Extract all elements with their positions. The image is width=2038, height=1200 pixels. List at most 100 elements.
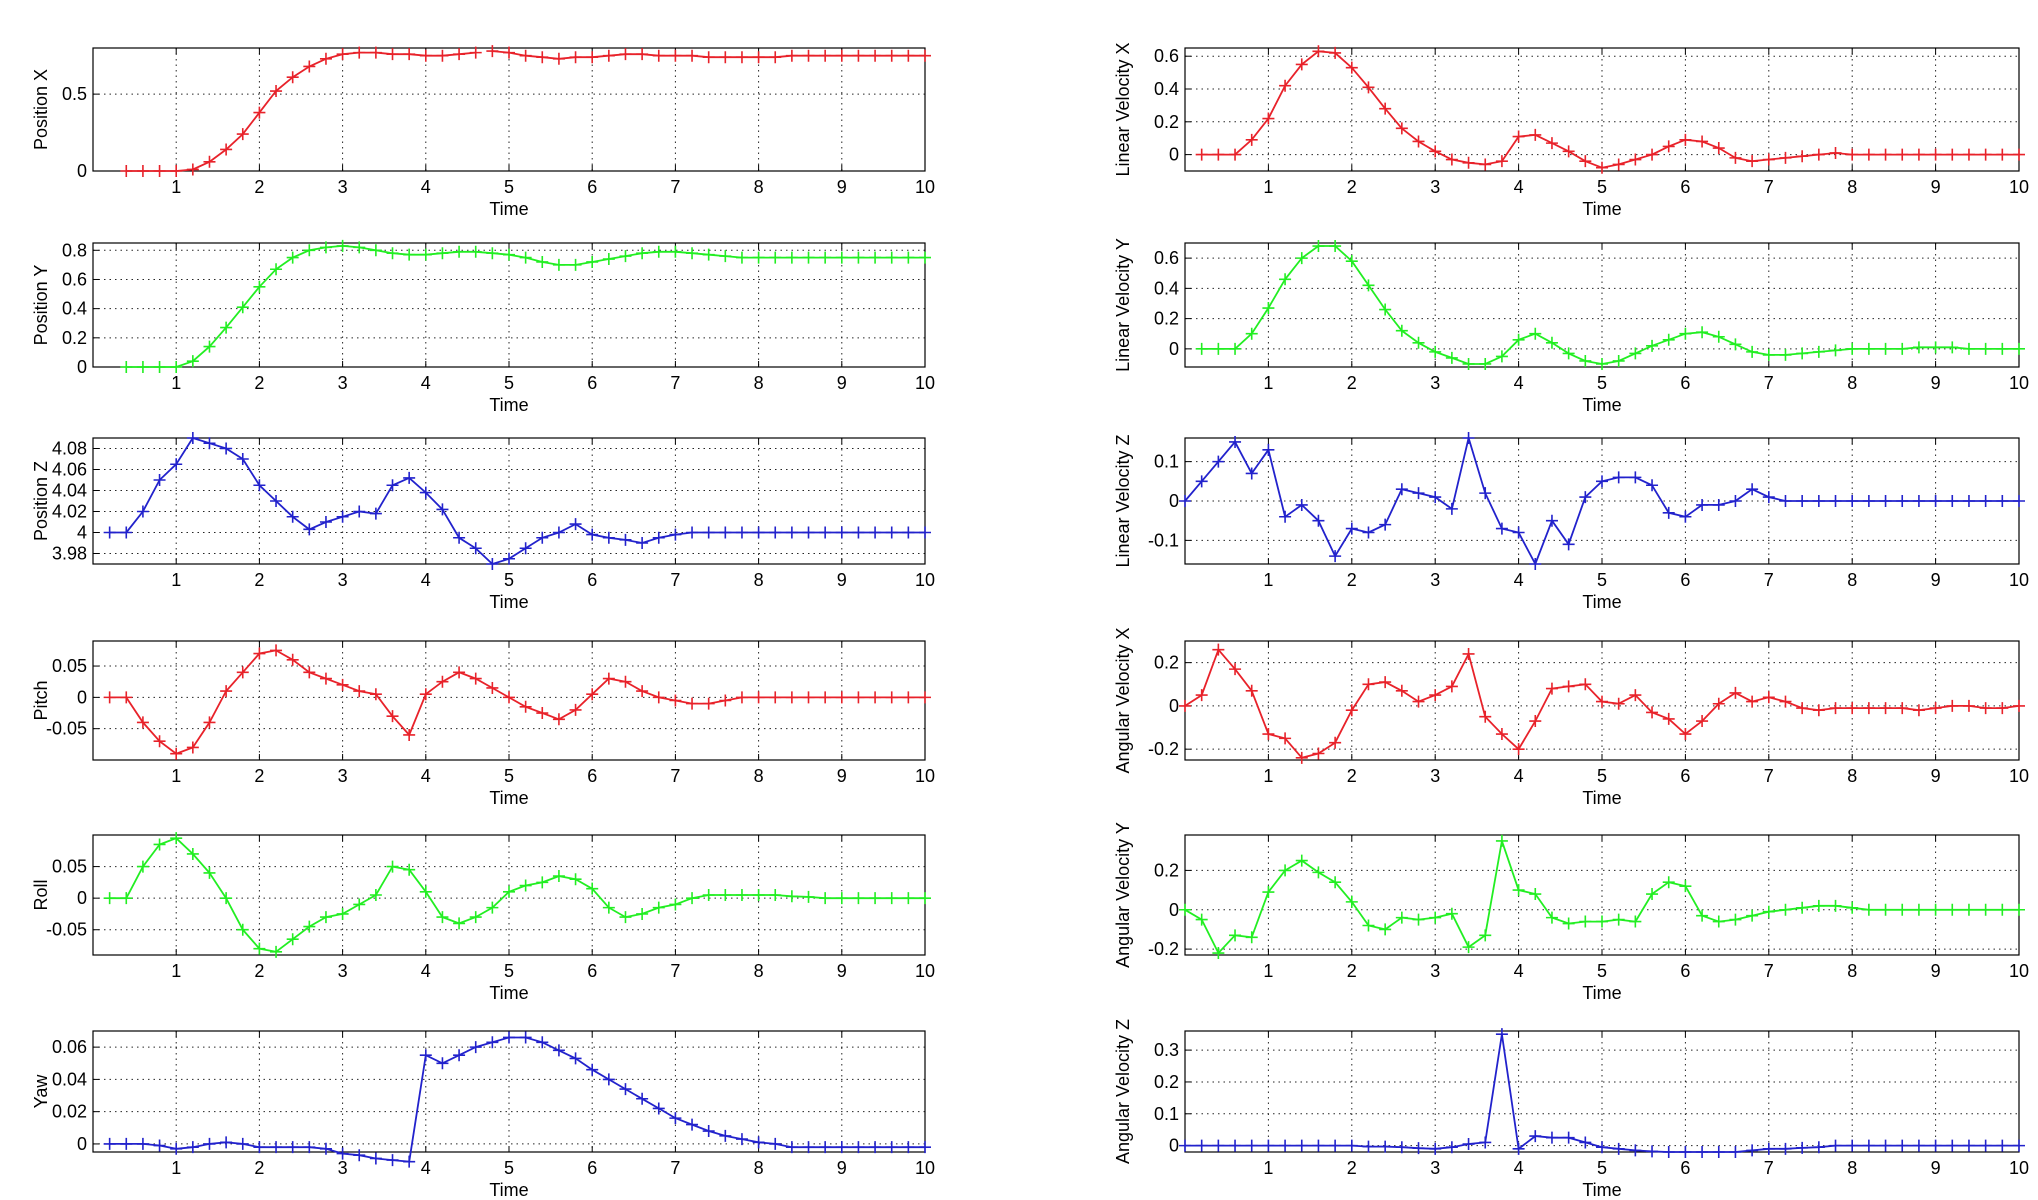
chart-3-point-11 xyxy=(303,244,316,257)
chart-4-xtick-label-7: 7 xyxy=(1764,373,1774,393)
chart-12-point-49 xyxy=(1996,1139,2009,1152)
chart-7-point-8 xyxy=(236,666,249,679)
chart-12-point-34 xyxy=(1746,1144,1759,1157)
chart-4-point-48 xyxy=(1996,342,2009,355)
chart-3-point-0 xyxy=(120,361,133,373)
chart-6-series-line xyxy=(1184,434,2019,567)
chart-7-xtick-label-7: 7 xyxy=(670,766,680,786)
chart-1-xtick-label-3: 3 xyxy=(338,177,348,197)
chart-3-xtick-label-3: 3 xyxy=(338,373,348,393)
chart-6-xtick-label-7: 7 xyxy=(1764,570,1774,590)
chart-5-point-30 xyxy=(602,531,615,544)
chart-9-point-1 xyxy=(120,892,133,905)
chart-5-xlabel: Time xyxy=(489,592,528,612)
chart-12-point-47 xyxy=(1962,1139,1975,1152)
chart-6-point-40 xyxy=(1846,495,1859,507)
chart-5-xtick-label-7: 7 xyxy=(670,570,680,590)
chart-4-ytick-label-2: 0.4 xyxy=(1154,278,1179,298)
chart-9-point-7 xyxy=(220,892,233,905)
chart-8: 1 2 3 4 5 6 7 8 9 10 -0.2 0 0.2 Time Angular Velocity … xyxy=(1113,627,2029,808)
chart-9-point-44 xyxy=(835,892,848,905)
chart-5-point-9 xyxy=(253,479,266,492)
chart-3-point-16 xyxy=(386,247,399,260)
chart-4-xtick-label-6: 6 xyxy=(1680,373,1690,393)
chart-5-point-36 xyxy=(702,526,715,539)
chart-5-point-38 xyxy=(735,526,748,539)
chart-4-point-24 xyxy=(1596,357,1608,370)
chart-11-point-5 xyxy=(186,1141,199,1154)
chart-9-point-37 xyxy=(719,889,732,901)
chart-10-point-27 xyxy=(1629,915,1642,928)
chart-11-xtick-label-1: 1 xyxy=(171,1158,181,1178)
chart-10-point-16 xyxy=(1445,907,1458,920)
chart-5-point-23 xyxy=(486,558,499,570)
chart-7-point-2 xyxy=(136,716,149,729)
chart-7-ytick-label-0: -0.05 xyxy=(46,719,87,739)
chart-8-point-32 xyxy=(1712,697,1725,710)
chart-12-point-28 xyxy=(1646,1145,1659,1158)
chart-8-point-15 xyxy=(1429,689,1442,702)
chart-5-point-7 xyxy=(220,442,233,455)
chart-10-point-32 xyxy=(1712,915,1725,928)
chart-7-xtick-label-3: 3 xyxy=(338,766,348,786)
chart-3-point-30 xyxy=(619,250,632,263)
chart-1-point-40 xyxy=(769,51,782,64)
chart-5-xtick-label-5: 5 xyxy=(504,570,514,590)
chart-9-ytick-label-2: 0.05 xyxy=(52,857,87,877)
chart-10-xtick-label-2: 2 xyxy=(1347,961,1357,981)
chart-3-point-15 xyxy=(369,244,382,257)
chart-8-ytick-label-0: -0.2 xyxy=(1148,739,1179,759)
chart-2-point-2 xyxy=(1229,148,1242,161)
chart-9-point-48 xyxy=(902,892,915,905)
chart-9-point-9 xyxy=(253,942,266,955)
chart-8-point-45 xyxy=(1929,702,1942,715)
chart-8-xlabel: Time xyxy=(1582,788,1621,808)
chart-4-ytick-label-1: 0.2 xyxy=(1154,309,1179,329)
chart-10-point-9 xyxy=(1329,876,1342,889)
chart-10-point-17 xyxy=(1462,941,1475,954)
chart-7-ylabel: Pitch xyxy=(31,680,51,720)
chart-11-ytick-label-2: 0.04 xyxy=(52,1069,87,1089)
chart-3-point-41 xyxy=(802,251,815,264)
chart-7-point-49 xyxy=(919,691,931,704)
chart-9-point-4 xyxy=(170,832,183,845)
chart-12-point-16 xyxy=(1445,1141,1458,1154)
chart-2-xtick-label-5: 5 xyxy=(1597,177,1607,197)
chart-10-xtick-label-3: 3 xyxy=(1430,961,1440,981)
chart-9-point-2 xyxy=(136,860,149,873)
chart-8-point-28 xyxy=(1646,706,1659,719)
chart-12-point-41 xyxy=(1862,1139,1875,1152)
chart-7-point-18 xyxy=(403,728,416,741)
chart-10-xtick-label-4: 4 xyxy=(1514,961,1524,981)
chart-4-point-28 xyxy=(1662,333,1675,346)
chart-2-point-41 xyxy=(1879,148,1892,161)
chart-12-point-14 xyxy=(1412,1142,1425,1155)
chart-10-point-42 xyxy=(1879,903,1892,916)
chart-5-point-42 xyxy=(802,526,815,539)
chart-11-point-33 xyxy=(652,1102,665,1115)
chart-1-point-46 xyxy=(869,49,882,62)
chart-2-xtick-label-4: 4 xyxy=(1514,177,1524,197)
chart-7-xtick-label-9: 9 xyxy=(837,766,847,786)
chart-7-point-39 xyxy=(752,691,765,704)
chart-1-point-0 xyxy=(120,165,133,177)
chart-11-point-4 xyxy=(170,1142,183,1155)
chart-1-ytick-label-1: 0.5 xyxy=(62,84,87,104)
chart-4-point-21 xyxy=(1545,336,1558,349)
chart-3-point-40 xyxy=(785,251,798,264)
chart-12-point-38 xyxy=(1812,1141,1825,1154)
chart-5-point-16 xyxy=(369,507,382,520)
chart-3-point-20 xyxy=(453,245,466,258)
chart-2-point-13 xyxy=(1412,135,1425,148)
chart-3-point-43 xyxy=(835,251,848,264)
chart-7-xlabel: Time xyxy=(489,788,528,808)
chart-6-point-19 xyxy=(1495,522,1508,535)
chart-5-xtick-label-4: 4 xyxy=(421,570,431,590)
chart-6-point-36 xyxy=(1779,495,1792,507)
chart-10-point-41 xyxy=(1862,903,1875,916)
chart-2-ytick-label-3: 0.6 xyxy=(1154,46,1179,66)
chart-8-point-39 xyxy=(1829,702,1842,715)
chart-6-point-50 xyxy=(2013,495,2025,507)
chart-7-point-13 xyxy=(319,672,332,685)
chart-1-point-21 xyxy=(469,46,482,59)
